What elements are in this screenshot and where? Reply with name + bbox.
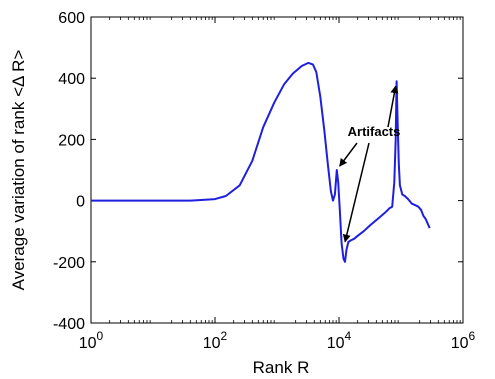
x-tick-label-exponent: 0 [97,329,104,343]
y-tick-label: 0 [76,194,85,211]
x-tick-label-base: 10 [79,335,97,352]
annotation-arrow [339,142,358,167]
x-tick-label-base: 10 [327,335,345,352]
annotation-arrow [387,85,399,128]
x-tick-label-base: 10 [203,335,221,352]
plot-area-border [90,16,464,324]
y-tick-label: 600 [58,10,85,27]
x-tick-label: 106 [451,329,476,352]
x-tick-label-base: 10 [451,335,469,352]
x-axis-label: Rank R [253,358,310,377]
annotations: Artifacts [339,85,401,243]
annotation-arrow [342,142,370,243]
series-line [91,61,431,263]
y-tick-label: -200 [53,255,85,272]
x-tick-label-exponent: 6 [469,329,476,343]
series [91,61,431,263]
x-tick-label-exponent: 2 [221,329,228,343]
y-tick-label: 400 [58,71,85,88]
y-axis-label: Average variation of rank <Δ R> [9,50,28,291]
x-tick-label: 100 [79,329,104,352]
y-tick-label: -400 [53,316,85,333]
x-tick-label: 102 [203,329,228,352]
annotation-artifacts-label: Artifacts [348,124,401,139]
x-tick-label: 104 [327,329,352,352]
plot-frame [90,16,464,324]
x-tick-label-exponent: 4 [345,329,352,343]
y-tick-label: 200 [58,132,85,149]
